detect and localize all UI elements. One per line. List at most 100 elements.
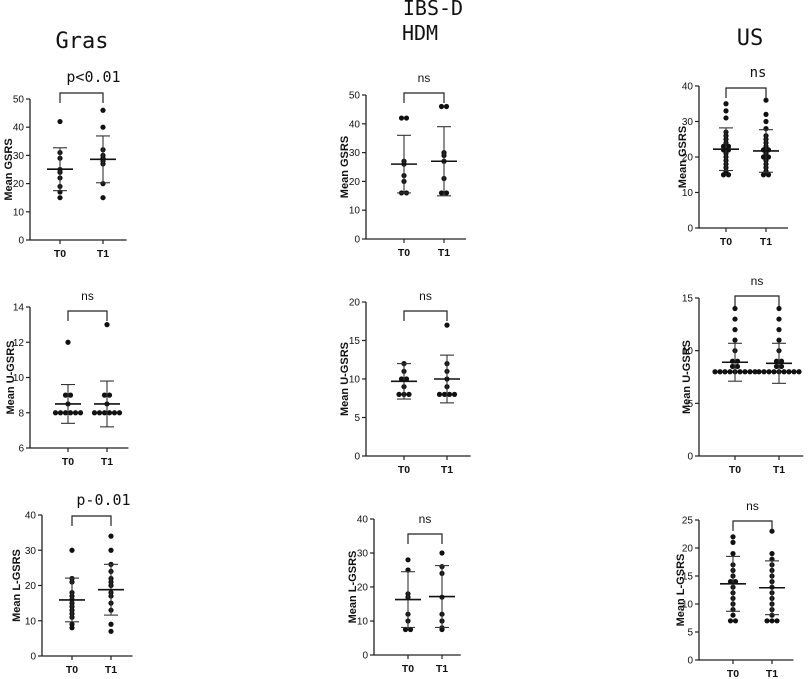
- data-point: [436, 391, 443, 397]
- data-point: [108, 533, 114, 539]
- category-label-t0: T0: [729, 464, 741, 476]
- data-point: [720, 172, 727, 178]
- y-tick-label: 10: [682, 188, 694, 199]
- data-point: [446, 391, 453, 397]
- chart-panel-7: 0 10 20 30 40 Mean L-GSRS T0 T1 p-0.01: [11, 491, 133, 676]
- data-point: [100, 124, 106, 130]
- data-point: [722, 369, 728, 375]
- data-point: [101, 392, 108, 398]
- data-point: [100, 107, 106, 113]
- data-point: [769, 551, 775, 557]
- data-point: [402, 626, 409, 633]
- data-point: [439, 550, 445, 556]
- category-label-t1: T1: [438, 247, 450, 259]
- y-axis-label: Mean L-GSRS: [347, 551, 359, 624]
- category-label-t1: T1: [101, 456, 113, 468]
- category-label-t1: T1: [766, 668, 778, 679]
- chart-panel-3: 0 10 20 30 40 Mean GSRS T0 T1 ns: [677, 65, 788, 248]
- y-tick-label: 50: [349, 91, 361, 102]
- data-point: [438, 190, 445, 196]
- data-point: [763, 111, 769, 117]
- data-point: [91, 410, 98, 416]
- category-label-t1: T1: [441, 464, 453, 476]
- data-point: [756, 369, 762, 375]
- y-tick-label: 10: [13, 207, 25, 218]
- y-tick-label: 0: [18, 236, 24, 247]
- y-tick-label: 8: [18, 408, 24, 419]
- significance-annotation: ns: [419, 512, 432, 526]
- data-point: [737, 369, 743, 375]
- y-axis-label: Mean GSRS: [3, 138, 15, 200]
- data-point: [407, 626, 414, 633]
- data-point: [766, 369, 772, 375]
- y-tick-label: 20: [349, 298, 361, 309]
- y-tick-label: 0: [354, 452, 360, 463]
- data-point: [729, 363, 736, 370]
- significance-annotation: ns: [81, 289, 94, 303]
- data-point: [403, 115, 410, 121]
- data-point: [776, 305, 782, 312]
- data-point: [778, 358, 785, 364]
- chart-panel-1: 0 10 20 30 40 50 Mean GSRS T0 T1 p<0.01: [3, 68, 127, 260]
- data-point: [778, 363, 785, 370]
- data-point: [730, 539, 736, 546]
- y-tick-label: 0: [687, 452, 693, 463]
- y-tick-label: 5: [354, 413, 360, 424]
- data-point: [774, 618, 780, 624]
- y-tick-label: 10: [25, 616, 37, 627]
- y-tick-label: 10: [349, 206, 361, 217]
- data-point: [752, 369, 758, 375]
- data-point: [763, 118, 769, 125]
- data-point: [451, 391, 458, 397]
- data-point: [776, 337, 782, 343]
- data-point: [439, 626, 445, 633]
- data-point: [62, 410, 69, 416]
- data-point: [77, 410, 84, 416]
- category-label-t0: T0: [398, 247, 410, 259]
- data-point: [730, 551, 736, 557]
- data-point: [108, 547, 114, 553]
- chart-panel-5: 0 5 10 15 20 Mean U-GSRS T0 T1 ns: [339, 289, 471, 476]
- chart-panel-6: 0 5 10 15 Mean U-GSRS T0 T1 ns: [681, 274, 804, 476]
- data-point: [732, 618, 739, 624]
- data-point: [771, 369, 777, 375]
- chart-panel-2: 0 10 20 30 40 50 Mean GSRS T0 T1 ns: [339, 71, 466, 259]
- y-tick-label: 25: [682, 516, 694, 527]
- significance-annotation: ns: [419, 289, 432, 303]
- category-label-t1: T1: [760, 236, 772, 248]
- data-point: [732, 305, 738, 312]
- data-point: [773, 358, 780, 364]
- data-point: [727, 369, 733, 375]
- y-axis-label: Mean GSRS: [339, 136, 351, 198]
- data-point: [769, 618, 775, 624]
- y-tick-label: 10: [682, 600, 694, 611]
- y-tick-label: 20: [25, 581, 37, 592]
- y-tick-label: 15: [682, 294, 694, 305]
- data-point: [769, 612, 775, 618]
- chart-panel-9: 0 5 10 15 20 25 Mean L-GSRS T0 T1 ns: [675, 499, 794, 679]
- data-point: [764, 618, 770, 624]
- data-point: [730, 534, 736, 540]
- data-point: [732, 327, 738, 333]
- data-point: [791, 369, 797, 375]
- data-point: [403, 376, 410, 382]
- category-label-t1: T1: [105, 664, 117, 676]
- y-tick-label: 30: [682, 117, 694, 128]
- data-point: [732, 579, 739, 585]
- y-tick-label: 30: [357, 549, 369, 560]
- data-point: [57, 118, 63, 125]
- data-point: [712, 369, 718, 375]
- significance-annotation: ns: [746, 499, 759, 513]
- category-label-t0: T0: [62, 456, 74, 468]
- y-tick-label: 20: [13, 179, 25, 190]
- category-label-t1: T1: [97, 248, 109, 260]
- data-point: [769, 528, 775, 534]
- y-tick-label: 15: [682, 572, 694, 583]
- data-point: [104, 322, 110, 328]
- data-point: [67, 410, 74, 416]
- y-axis-label: Mean U-GSRS: [5, 341, 17, 415]
- data-point: [57, 410, 64, 416]
- data-point: [101, 410, 108, 416]
- data-point: [727, 618, 734, 624]
